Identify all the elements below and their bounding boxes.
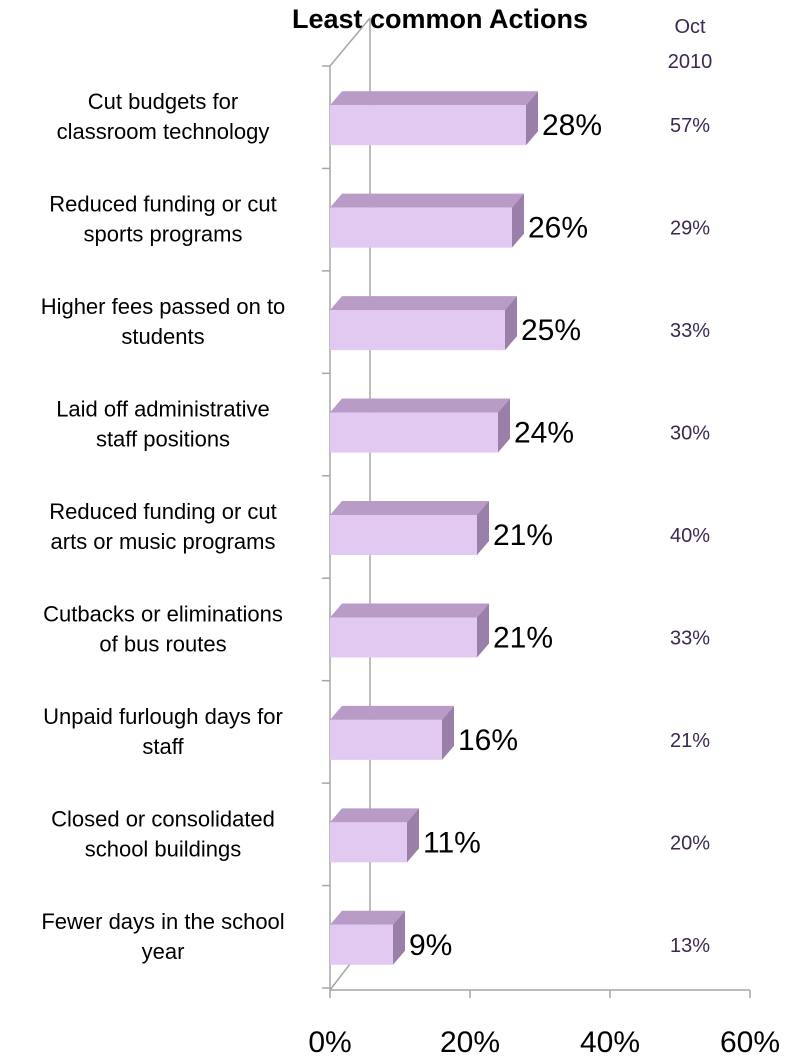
category-label: arts or music programs — [51, 529, 276, 554]
comparison-value: 29% — [670, 218, 710, 240]
bar — [330, 808, 419, 863]
bar-side-face — [498, 398, 510, 453]
comparison-value: 13% — [670, 935, 710, 957]
bar-front-face — [330, 105, 526, 146]
comparison-value: 33% — [670, 320, 710, 342]
bar-top-face — [330, 603, 489, 618]
category-label: Cut budgets for — [88, 89, 238, 114]
category-label: Reduced funding or cut — [49, 192, 277, 217]
bar-side-face — [505, 296, 517, 351]
bar-value-label: 28% — [542, 109, 602, 142]
x-tick-label: 60% — [720, 1026, 780, 1059]
bar — [330, 193, 524, 248]
category-label: Closed or consolidated — [51, 806, 275, 831]
bar-side-face — [442, 705, 454, 760]
category-label: students — [121, 324, 204, 349]
category-label: Reduced funding or cut — [49, 499, 277, 524]
bar-side-face — [512, 193, 524, 248]
bar — [330, 603, 489, 658]
back-wall-top-edge — [329, 17, 371, 67]
comparison-value: 21% — [670, 730, 710, 752]
comparison-value: 40% — [670, 525, 710, 547]
bar-front-face — [330, 207, 512, 248]
bar-front-face — [330, 719, 442, 760]
bar — [330, 501, 489, 555]
x-tick-label: 20% — [440, 1026, 500, 1059]
category-label: year — [142, 939, 185, 964]
bar-top-face — [330, 808, 419, 823]
bar-value-label: 21% — [493, 519, 553, 552]
category-label: classroom technology — [57, 119, 270, 144]
category-label: of bus routes — [99, 631, 226, 656]
category-label: Unpaid furlough days for — [43, 704, 283, 729]
bar-value-label: 24% — [514, 417, 574, 450]
bar-value-label: 11% — [423, 826, 481, 859]
bar-top-face — [330, 705, 454, 720]
bars — [330, 91, 538, 965]
category-label: sports programs — [84, 222, 243, 247]
bar-top-face — [330, 910, 405, 925]
comparison-value: 33% — [670, 627, 710, 649]
bar-top-face — [330, 398, 510, 413]
bar-front-face — [330, 310, 505, 351]
comparison-header-line1: Oct — [674, 16, 706, 38]
bar-value-label: 16% — [458, 724, 518, 757]
category-label: staff — [142, 734, 184, 759]
bar — [330, 398, 510, 453]
bar-top-face — [330, 501, 489, 515]
bar-value-label: 26% — [528, 212, 588, 245]
bar-front-face — [330, 822, 407, 863]
bar — [330, 705, 454, 760]
labels: 0% 20% 40% 60% 28% 57% Cut budgets for classroo… — [41, 89, 780, 1059]
comparison-value: 57% — [670, 115, 710, 137]
bar-top-face — [330, 91, 538, 106]
bar-side-face — [407, 808, 419, 863]
bar-value-label: 9% — [409, 929, 452, 962]
bar-value-label: 25% — [521, 314, 581, 347]
bar-front-face — [330, 924, 393, 965]
bar — [330, 91, 538, 146]
x-tick-label: 0% — [308, 1026, 351, 1059]
bar-front-face — [330, 617, 477, 658]
category-label: Cutbacks or eliminations — [43, 601, 283, 626]
category-label: school buildings — [85, 836, 242, 861]
chart-title: Least common Actions — [292, 4, 588, 34]
bar-top-face — [330, 296, 517, 311]
bar-value-label: 21% — [493, 621, 553, 654]
category-label: staff positions — [96, 427, 230, 452]
category-label: Higher fees passed on to — [41, 294, 286, 319]
bar-side-face — [526, 91, 538, 146]
bar — [330, 910, 405, 965]
category-label: Laid off administrative — [56, 397, 270, 422]
bar-side-face — [477, 603, 489, 658]
comparison-value: 30% — [670, 423, 710, 445]
bar-front-face — [330, 412, 498, 453]
comparison-header-line2: 2010 — [668, 51, 713, 73]
bar-front-face — [330, 515, 477, 555]
bar — [330, 296, 517, 351]
bar-top-face — [330, 193, 524, 208]
comparison-value: 20% — [670, 832, 710, 854]
category-label: Fewer days in the school — [41, 909, 284, 934]
x-tick-label: 40% — [580, 1026, 640, 1059]
bar-side-face — [477, 501, 489, 555]
bar-side-face — [393, 910, 405, 965]
